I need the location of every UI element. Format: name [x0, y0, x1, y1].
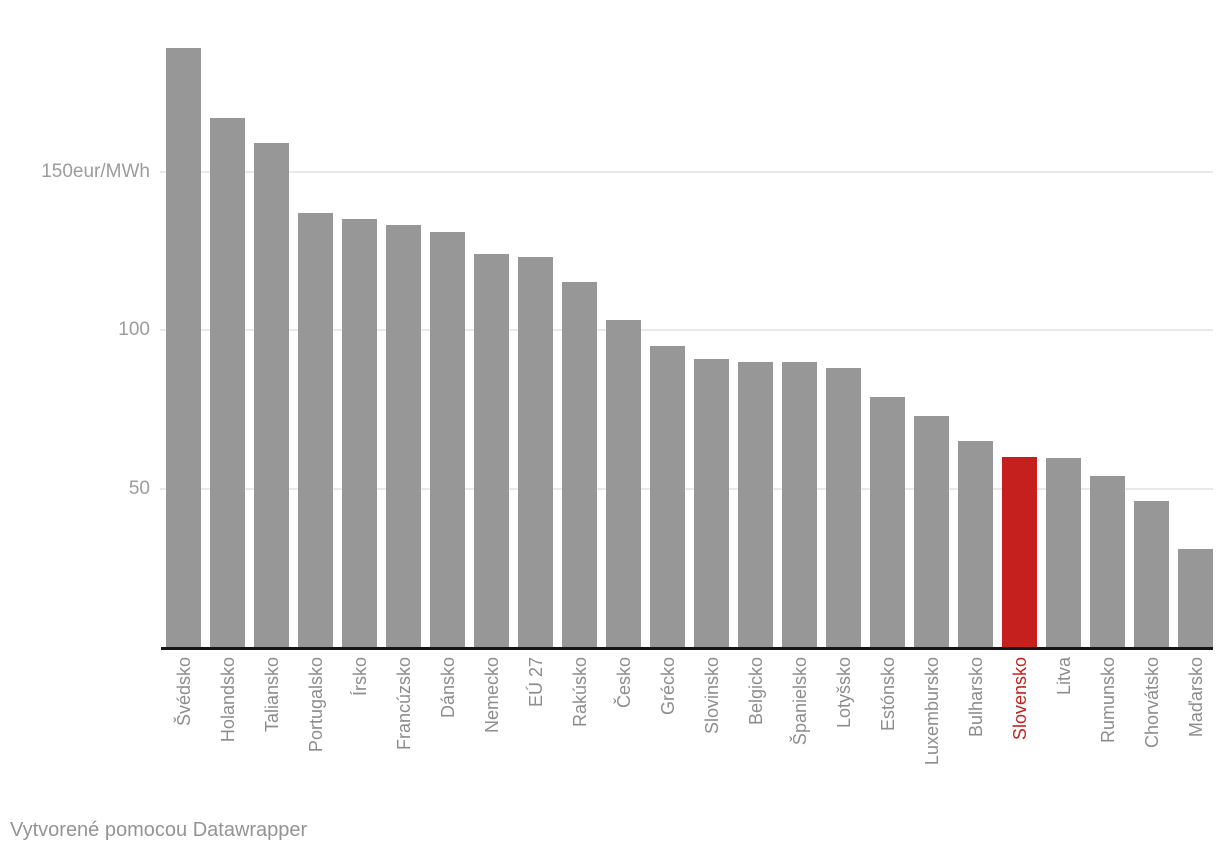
- x-axis-label: Česko: [602, 657, 646, 837]
- x-axis-label-text: Belgicko: [745, 657, 766, 726]
- x-axis-label: Írsko: [338, 657, 382, 837]
- x-axis-label-text: Taliansko: [261, 657, 282, 733]
- attribution[interactable]: Vytvorené pomocou Datawrapper: [10, 819, 308, 841]
- x-axis-label: Švédsko: [162, 657, 206, 837]
- x-axis-label-text: Slovensko: [1009, 657, 1030, 741]
- bar: [562, 282, 597, 647]
- bar: [518, 257, 553, 647]
- y-gridline: [160, 170, 1213, 173]
- x-axis-label: Španielsko: [778, 657, 822, 837]
- bar: [958, 441, 993, 647]
- x-axis-label: Slovensko: [998, 657, 1042, 837]
- x-axis-label-text: Česko: [613, 657, 634, 709]
- x-axis-label-text: Rumunsko: [1097, 657, 1118, 744]
- bar: [210, 118, 245, 647]
- bar: [738, 362, 773, 647]
- x-axis-label: Francúzsko: [382, 657, 426, 837]
- x-axis-label-text: Dánsko: [437, 657, 458, 719]
- x-axis-label: Maďarsko: [1174, 657, 1218, 837]
- y-gridline: [160, 329, 1213, 331]
- bar: [166, 48, 201, 647]
- x-axis-line: [161, 647, 1213, 650]
- bar: [298, 213, 333, 647]
- x-axis-label: Belgicko: [734, 657, 778, 837]
- x-axis-label: Lotyšsko: [822, 657, 866, 837]
- x-axis-label-text: Švédsko: [173, 657, 194, 727]
- x-axis-label-text: Slovinsko: [701, 657, 722, 735]
- y-axis-tick-label: 50: [128, 477, 150, 499]
- bar: [474, 254, 509, 647]
- x-axis-label-text: Chorvátsko: [1141, 657, 1162, 749]
- bar: [430, 232, 465, 647]
- bar: [1134, 501, 1169, 647]
- x-axis-label: Portugalsko: [294, 657, 338, 837]
- x-axis-label-text: Portugalsko: [305, 657, 326, 753]
- y-axis-tick-label: 150eur/MWh: [41, 160, 150, 182]
- bar: [1178, 549, 1213, 647]
- x-axis-label: Taliansko: [250, 657, 294, 837]
- bar: [914, 416, 949, 647]
- x-axis-label: Rumunsko: [1086, 657, 1130, 837]
- x-axis-label: Grécko: [646, 657, 690, 837]
- bar: [782, 362, 817, 647]
- bar: [606, 320, 641, 647]
- x-axis-label: Rakúsko: [558, 657, 602, 837]
- x-axis-label-text: EÚ 27: [525, 657, 546, 708]
- x-axis-label-text: Maďarsko: [1185, 657, 1206, 738]
- bar: [1090, 476, 1125, 647]
- x-axis-label-text: Francúzsko: [393, 657, 414, 751]
- x-axis-label: Estónsko: [866, 657, 910, 837]
- x-axis-label: Chorvátsko: [1130, 657, 1174, 837]
- bar: [870, 397, 905, 647]
- bar: [342, 219, 377, 647]
- bar: [1046, 458, 1081, 647]
- x-axis-label-text: Estónsko: [877, 657, 898, 732]
- bar: [650, 346, 685, 647]
- x-axis-label: EÚ 27: [514, 657, 558, 837]
- x-axis-label-text: Bulharsko: [965, 657, 986, 738]
- y-axis-tick-label: 100: [118, 319, 150, 340]
- x-axis-label-text: Holandsko: [217, 657, 238, 743]
- x-axis-label: Bulharsko: [954, 657, 998, 837]
- bar: [694, 359, 729, 647]
- x-axis-label-text: Luxembursko: [921, 657, 942, 766]
- y-gridline: [160, 487, 1213, 490]
- x-axis-label: Nemecko: [470, 657, 514, 837]
- x-axis-label-text: Nemecko: [481, 657, 502, 734]
- bar: [386, 225, 421, 647]
- x-axis-label: Litva: [1042, 657, 1086, 837]
- bar-highlighted: [1002, 457, 1037, 647]
- bar: [254, 143, 289, 647]
- x-axis-label-text: Litva: [1053, 657, 1074, 696]
- x-axis-label-text: Rakúsko: [569, 657, 590, 728]
- x-axis-label: Slovinsko: [690, 657, 734, 837]
- x-axis-label: Dánsko: [426, 657, 470, 837]
- x-axis-label: Holandsko: [206, 657, 250, 837]
- x-axis-label: Luxembursko: [910, 657, 954, 837]
- x-axis-label-text: Írsko: [349, 657, 370, 697]
- x-axis-label-text: Lotyšsko: [833, 657, 854, 729]
- x-axis-label-text: Grécko: [657, 657, 678, 716]
- bar: [826, 368, 861, 647]
- x-axis-label-text: Španielsko: [789, 657, 810, 746]
